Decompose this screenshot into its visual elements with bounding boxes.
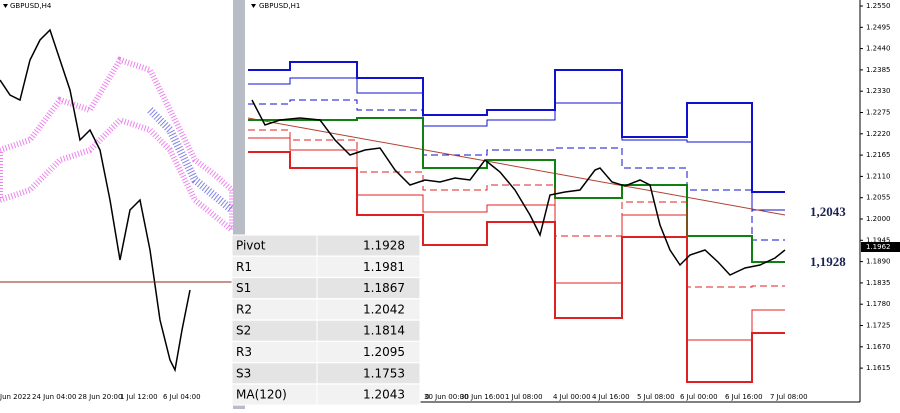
price-tick-label: 1.1945	[866, 236, 891, 244]
left-panel: GBPUSD,H4	[0, 2, 235, 373]
time-label: 30 Jun 00:00	[424, 393, 468, 401]
time-label: 6 Jul 16:00	[725, 393, 763, 401]
time-label: 30 Jun 16:00	[460, 393, 504, 401]
row-label: R1	[236, 260, 252, 274]
resistance-2	[248, 61, 785, 193]
time-label: 1 Jul 08:00	[505, 393, 543, 401]
price-tick-label: 1.1670	[866, 343, 891, 351]
row-label: Pivot	[236, 239, 266, 253]
price-tick-label: 1.1780	[866, 300, 891, 308]
row-value: 1.1981	[363, 260, 405, 274]
support-2	[248, 151, 785, 383]
row-value: 1.1814	[363, 324, 405, 338]
row-value: 1.2095	[363, 345, 405, 359]
price-tick-label: 1.2275	[866, 109, 891, 117]
table-cell	[316, 383, 421, 406]
time-label: 6 Jul 04:00	[163, 393, 201, 401]
menu-arrow	[3, 4, 8, 8]
price-tick-label: 1.2055	[866, 194, 891, 202]
support-dashed	[248, 129, 785, 288]
price-tick-label: 1.1835	[866, 279, 891, 287]
right-panel: GBPUSD,H1 1,2043 1,1928	[247, 2, 846, 383]
row-value: 1.2043	[363, 388, 405, 402]
menu-arrow	[251, 4, 256, 8]
row-value: 1.1867	[363, 281, 405, 295]
price-tick-label: 1.2165	[866, 151, 891, 159]
resistance-1	[248, 77, 785, 211]
time-label: 24 Jun 04:00	[32, 393, 76, 401]
resistance-dashed	[248, 99, 785, 241]
row-label: S3	[236, 366, 251, 380]
time-label: 4 Jul 16:00	[592, 393, 630, 401]
ichimoku-cloud-2	[147, 107, 235, 214]
row-value: 1.1928	[363, 239, 405, 253]
symbol-label: GBPUSD,H4	[10, 2, 52, 10]
row-label: S1	[236, 281, 251, 295]
row-label: R3	[236, 345, 252, 359]
time-label: 5 Jul 08:00	[637, 393, 675, 401]
time-label: 6 Jul 00:00	[680, 393, 718, 401]
time-label: 1 Jul 12:00	[120, 393, 158, 401]
price-axis: 1.2550 1.2495 1.2440 1.2385 1.2330 1.2275 1.22…	[860, 2, 900, 372]
current-price: 1.1962	[866, 243, 891, 251]
moving-average	[247, 117, 786, 216]
price-tick-label: 1.2220	[866, 130, 891, 138]
row-value: 1.2042	[363, 302, 405, 316]
current-price-box	[861, 242, 900, 252]
time-label: Jun 2022	[0, 393, 31, 401]
price-tick-label: 1.2000	[866, 215, 891, 223]
time-label: 7 Jul 08:00	[770, 393, 808, 401]
annotation: 1,1928	[810, 254, 846, 269]
row-value: 1.1753	[363, 366, 405, 380]
time-label: 4 Jul 00:00	[553, 393, 591, 401]
time-label: 28 Jun 20:00	[78, 393, 122, 401]
price-line	[251, 99, 786, 276]
symbol-label: GBPUSD,H1	[259, 2, 300, 10]
row-label: R2	[236, 302, 252, 316]
row-label: S2	[236, 324, 251, 338]
pivot-line	[248, 117, 785, 263]
price-tick-label: 1.2495	[866, 23, 891, 31]
price-line	[0, 28, 191, 373]
price-tick-label: 1.2440	[866, 45, 891, 53]
price-tick-label: 1.1890	[866, 258, 891, 266]
price-tick-label: 1.2110	[866, 172, 891, 180]
row-label: MA(120)	[236, 388, 287, 402]
time-label: 0	[425, 393, 429, 401]
pivot-table: Pivot 1.1928 R1 1.1981 S1 1.1867 R2 1.2042 S2 1.1…	[231, 234, 421, 406]
price-tick-label: 1.2385	[866, 66, 891, 74]
annotation: 1,2043	[810, 204, 846, 219]
price-tick-label: 1.2550	[866, 2, 891, 10]
price-tick-label: 1.1725	[866, 322, 891, 330]
price-tick-label: 1.1615	[866, 364, 891, 372]
price-tick-label: 1.2330	[866, 87, 891, 95]
